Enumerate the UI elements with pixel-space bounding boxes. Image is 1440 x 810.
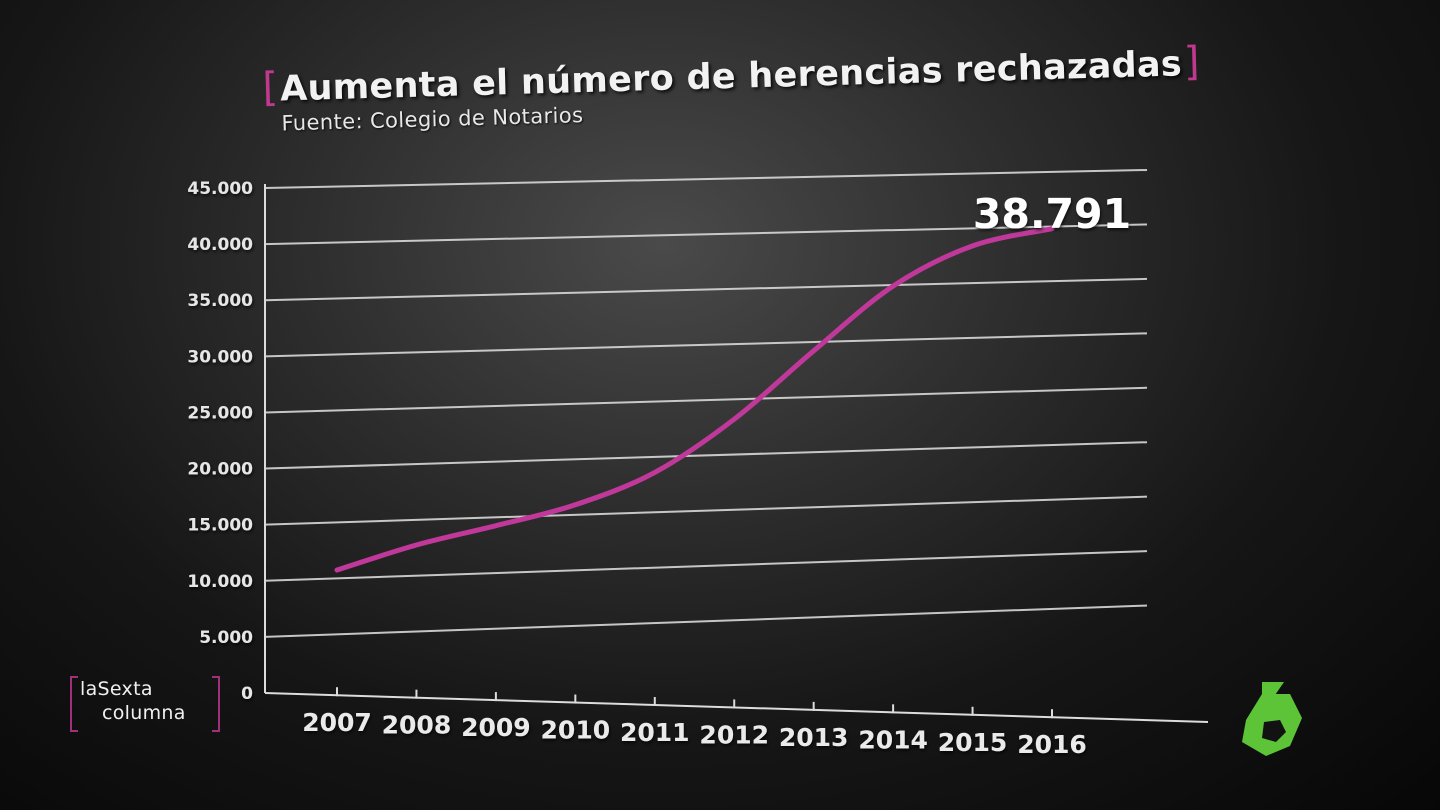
x-tick-label: 2016	[1017, 730, 1087, 759]
logo-bracket-left	[70, 676, 78, 732]
y-tick-label: 0	[241, 684, 253, 704]
x-tick-label: 2015	[938, 728, 1008, 757]
series-line	[334, 226, 1055, 573]
y-tick-label: 20.000	[187, 460, 253, 480]
logo-text-line1: laSexta	[80, 678, 153, 700]
grid-line	[264, 223, 1148, 246]
title-bracket-left: [	[261, 64, 279, 111]
title-bracket-right: ]	[1183, 38, 1201, 86]
series-layer	[334, 226, 1055, 573]
y-tick-label: 10.000	[187, 572, 253, 592]
y-tick-label: 35.000	[187, 291, 253, 311]
x-tick-label: 2014	[858, 725, 928, 754]
grid-line	[264, 441, 1148, 470]
grid-line	[264, 332, 1148, 358]
grid-line	[264, 169, 1148, 189]
x-tick-label: 2013	[779, 723, 849, 752]
y-tick-label: 30.000	[187, 347, 253, 367]
y-tick-label: 45.000	[187, 179, 253, 199]
x-tick-labels: 2007 2008 2009 2010 2011 2012 2013 2014 2015 2016	[302, 708, 1087, 759]
grid-line	[264, 277, 1148, 302]
x-tick-label: 2009	[461, 713, 531, 742]
x-tick-label: 2011	[620, 718, 690, 747]
y-tick-label: 25.000	[187, 403, 253, 423]
annotations: 38.791	[973, 190, 1131, 238]
grid-line	[264, 604, 1148, 638]
data-label: 38.791	[973, 190, 1131, 238]
y-tick-label: 5.000	[199, 628, 253, 648]
x-tick-label: 2010	[541, 716, 611, 745]
x-tick-label: 2012	[699, 720, 769, 749]
grid-line	[264, 495, 1148, 526]
lasexta-columna-logo: laSexta columna	[70, 676, 220, 732]
x-tick-label: 2007	[302, 708, 372, 737]
lasexta-6-logo-icon	[1242, 682, 1302, 756]
grid-line	[264, 550, 1148, 582]
axes	[264, 184, 1209, 723]
y-tick-label: 15.000	[187, 516, 253, 536]
y-tick-label: 40.000	[187, 235, 253, 255]
x-tick-label: 2008	[382, 711, 452, 740]
grid-lines	[264, 169, 1148, 638]
y-tick-labels: 0 5.000 10.000 15.000 20.000 25.000 30.000 35.0…	[187, 179, 253, 704]
grid-line	[264, 386, 1148, 414]
logo-text-line2: columna	[102, 702, 186, 724]
logo-bracket-right	[212, 676, 220, 732]
x-axis-line	[264, 692, 1209, 723]
